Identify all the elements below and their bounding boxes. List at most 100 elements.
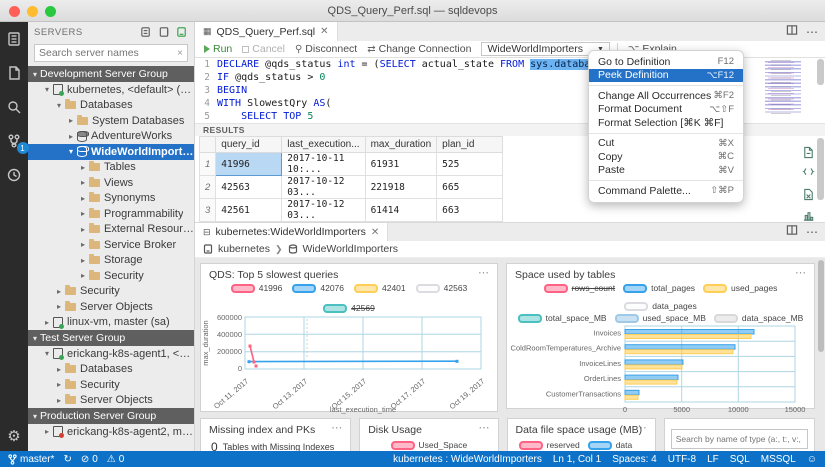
close-tab-icon[interactable]: ✕ [320,26,329,37]
server-search-box[interactable]: × [34,44,188,62]
tree-item-tables[interactable]: ▸ Tables [80,161,136,174]
tree-item-security-server[interactable]: ▸ Security [56,285,120,298]
card-menu-icon[interactable]: ⋯ [478,267,490,279]
card-menu-icon[interactable]: ⋯ [331,422,344,434]
tree-item-agent1-databases[interactable]: ▸ Databases [56,363,133,376]
save-as-csv-icon[interactable] [802,146,815,159]
tree-item-linux-vm[interactable]: ▸ linux-vm, master (sa) [44,316,170,329]
results-grid[interactable]: query_id last_execution... max_duration … [195,136,825,222]
legend-item[interactable]: 42076 [292,283,344,293]
split-editor-icon[interactable] [786,223,798,241]
legend-item[interactable]: used_space_MB [614,313,706,323]
new-connection-icon[interactable] [140,26,152,38]
maximize-window-icon[interactable] [45,6,56,17]
error-count[interactable]: ⊘ 0 [80,453,98,465]
tree-item-server-objects[interactable]: ▸ Server Objects [56,300,153,313]
object-search-input[interactable] [670,429,808,449]
legend-item[interactable]: used_pages [703,283,777,293]
tree-item-system-databases[interactable]: ▸ System Databases [68,114,185,127]
legend-item[interactable]: data_pages [624,301,697,311]
view-as-chart-icon[interactable] [802,209,815,222]
tree-group-development[interactable]: ▾ Development Server Group [28,66,194,82]
server-search-input[interactable] [39,47,178,59]
menu-item-copy[interactable]: Copy ⌘C [598,150,734,163]
git-branch-indicator[interactable]: master* [8,454,54,465]
change-connection-button[interactable]: ⇄ Change Connection [367,43,472,55]
minimap[interactable] [759,60,815,116]
database-dropdown[interactable]: WideWorldImporters ▼ [481,42,610,56]
tree-item-service-broker[interactable]: ▸ Service Broker [80,238,177,251]
card-menu-icon[interactable]: ⋯ [478,422,491,434]
results-scrollbar[interactable] [817,138,824,200]
menu-item-format-document[interactable]: Format Document ⌥⇧F [598,103,734,116]
connection-status[interactable]: kubernetes : WideWorldImporters [393,453,542,465]
legend-item[interactable]: total_space_MB [517,313,607,323]
encoding-setting[interactable]: UTF-8 [667,453,697,465]
tree-item-kubernetes[interactable]: ▾ kubernetes, <default> (sa) [44,83,194,97]
servers-icon[interactable] [6,30,23,47]
tree-item-erickang-agent2[interactable]: ▸erickang-k8s-agent2, master (sa) [44,425,194,439]
legend-item[interactable]: 42569 [323,303,375,313]
active-connections-icon[interactable] [176,26,188,38]
tree-item-adventureworks[interactable]: ▸ AdventureWorks [68,130,173,143]
minimize-window-icon[interactable] [27,6,38,17]
tab-connection-dashboard[interactable]: ⊟ kubernetes:WideWorldImporters ✕ [195,223,389,241]
breadcrumb-database[interactable]: WideWorldImporters [302,243,399,255]
run-button[interactable]: Run [201,43,235,55]
close-tab-icon[interactable]: ✕ [370,226,380,238]
tab-qds-query-perf[interactable]: ▦ QDS_Query_Perf.sql ✕ [195,22,338,41]
feedback-smiley-icon[interactable]: ☺ [806,453,817,465]
save-as-excel-icon[interactable] [802,188,815,201]
grid-row[interactable]: 4 42561 2017-10-12 03... 51169 663 [198,221,504,222]
tree-item-databases[interactable]: ▾ Databases [56,99,133,112]
grid-header-row[interactable]: query_id last_execution... max_duration … [198,136,504,153]
tree-item-storage[interactable]: ▸ Storage [80,254,143,267]
eol-setting[interactable]: LF [707,453,719,465]
grid-row[interactable]: 2 42563 2017-10-12 03... 221918 665 [198,175,504,199]
card-menu-icon[interactable]: ⋯ [795,267,807,279]
editor-scrollbar[interactable] [817,59,824,85]
grid-row[interactable]: 3 42561 2017-10-12 03... 61414 663 [198,198,504,222]
tree-item-agent1-server-objects[interactable]: ▸ Server Objects [56,394,153,407]
warning-count[interactable]: ⚠ 0 [106,453,125,465]
tree-item-external-resources[interactable]: ▸ External Resources [80,223,194,236]
card-menu-icon[interactable]: ⋯ [635,422,648,434]
legend-item[interactable]: 42401 [354,283,406,293]
explorer-icon[interactable] [6,64,23,81]
breadcrumb-server[interactable]: kubernetes [218,243,270,255]
legend-item[interactable]: Used_Space [390,440,467,450]
save-as-json-icon[interactable] [802,167,815,180]
grid-row[interactable]: 1 41996 2017-10-11 10:... 61931 525 [198,152,504,176]
more-actions-icon[interactable]: ⋯ [806,24,819,39]
legend-item[interactable]: data [587,440,644,450]
clear-search-icon[interactable]: × [177,47,183,59]
new-server-group-icon[interactable] [158,26,170,38]
task-history-icon[interactable] [6,166,23,183]
menu-item-command-palette[interactable]: Command Palette... ⇧⌘P [598,184,734,197]
menu-item-paste[interactable]: Paste ⌘V [598,164,734,177]
cursor-position[interactable]: Ln 1, Col 1 [552,453,602,465]
menu-item-peek-definition[interactable]: Peek Definition ⌥F12 [589,68,743,82]
tree-item-wideworldimporters[interactable]: ▾ WideWorldImporters [28,144,194,160]
insight-item[interactable]: 0 Tables with Missing Indexes [211,439,335,452]
menu-item-change-all-occurrences[interactable]: Change All Occurrences ⌘F2 [598,89,734,102]
legend-item[interactable]: total_pages [623,283,695,293]
legend-item[interactable]: data_space_MB [713,313,803,323]
language-mode[interactable]: SQL [729,453,750,465]
menu-item-cut[interactable]: Cut ⌘X [598,137,734,150]
tree-item-views[interactable]: ▸ Views [80,176,134,189]
tree-item-programmability[interactable]: ▸ Programmability [80,207,184,220]
menu-item-format-selection[interactable]: Format Selection [⌘K ⌘F] [598,116,724,129]
tree-item-security-db[interactable]: ▸ Security [80,269,144,282]
indentation-setting[interactable]: Spaces: 4 [612,453,657,465]
more-actions-icon[interactable]: ⋯ [806,225,819,239]
window-controls[interactable] [9,6,56,17]
disconnect-button[interactable]: ⚲ Disconnect [294,43,358,55]
tree-item-erickang-agent1[interactable]: ▾erickang-k8s-agent1, <default> (sa) [44,347,194,361]
legend-item[interactable]: 42563 [415,283,467,293]
tree-group-production[interactable]: ▾ Production Server Group [28,408,194,424]
tree-item-agent1-security[interactable]: ▸ Security [56,378,120,391]
legend-item[interactable]: 41996 [230,283,282,293]
provider-mode[interactable]: MSSQL [760,453,796,465]
split-editor-icon[interactable] [786,23,798,41]
